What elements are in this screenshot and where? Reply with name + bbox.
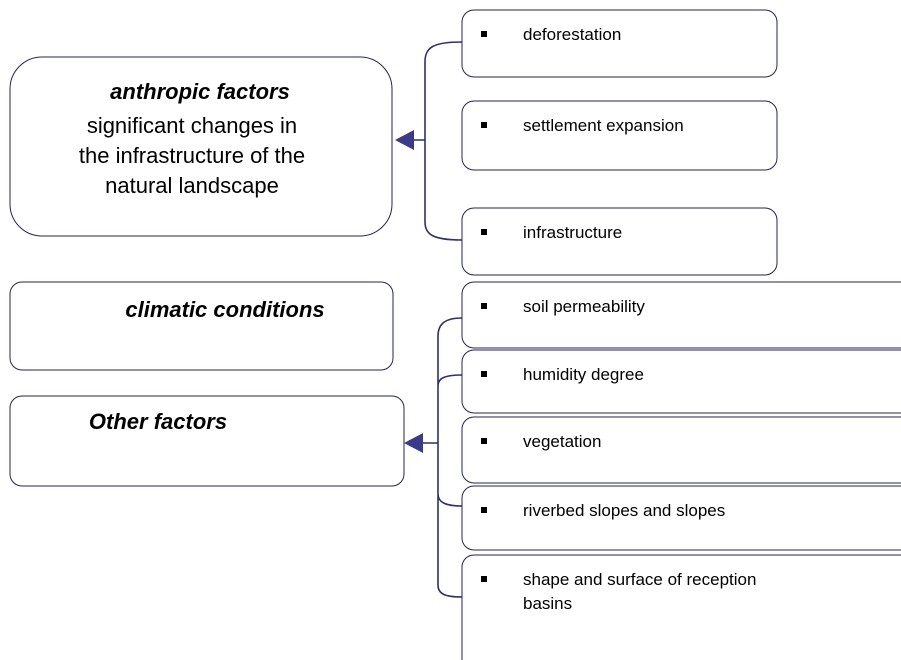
- item-text: humidity degree: [523, 365, 644, 384]
- bullet: [481, 122, 487, 128]
- item-text: shape and surface of reception: [523, 570, 756, 589]
- item-box: [461, 100, 778, 171]
- bullet: [481, 507, 487, 513]
- bullet: [481, 438, 487, 444]
- item-box: [461, 9, 778, 78]
- item-box: [461, 349, 901, 414]
- bracket: [410, 41, 463, 241]
- bullet: [481, 303, 487, 309]
- bullet: [481, 229, 487, 235]
- bullet: [481, 576, 487, 582]
- item-text: deforestation: [523, 25, 621, 44]
- bracket: [420, 317, 463, 598]
- item-text: soil permeability: [523, 297, 645, 316]
- item-list: deforestation settlement expansion infrast…: [461, 9, 901, 660]
- box: [9, 281, 394, 371]
- box: [9, 395, 405, 487]
- box-title: Other factors: [89, 409, 227, 434]
- box-title: anthropic factors: [110, 79, 290, 104]
- item-text: basins: [523, 594, 572, 613]
- item-text: riverbed slopes and slopes: [523, 501, 725, 520]
- box-title: climatic conditions: [125, 297, 324, 322]
- item-text: settlement expansion: [523, 116, 684, 135]
- item-box: [461, 485, 901, 551]
- arrow-head: [404, 433, 423, 453]
- box: [9, 56, 393, 237]
- box-text: natural landscape: [105, 173, 279, 198]
- box-text: significant changes in: [87, 113, 297, 138]
- item-box: [461, 554, 901, 660]
- item-box: [461, 207, 778, 276]
- item-box: [461, 416, 901, 484]
- arrow-head: [395, 130, 414, 150]
- bullet: [481, 31, 487, 37]
- box-text: the infrastructure of the: [79, 143, 305, 168]
- item-text: infrastructure: [523, 223, 622, 242]
- item-box: [461, 281, 901, 349]
- item-text: vegetation: [523, 432, 601, 451]
- bullet: [481, 371, 487, 377]
